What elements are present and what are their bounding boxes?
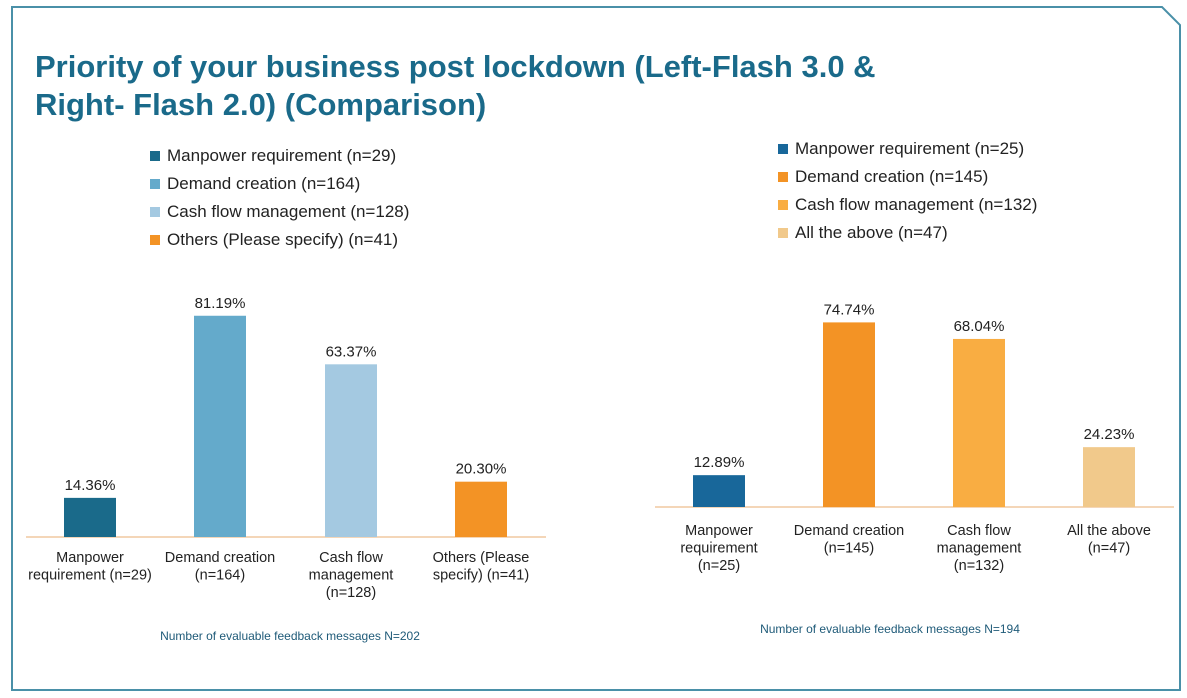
- legend-left: Manpower requirement (n=29) Demand creat…: [150, 142, 409, 254]
- data-label: 24.23%: [1084, 426, 1135, 443]
- category-label-line: (n=164): [195, 568, 245, 584]
- legend-swatch: [778, 200, 788, 210]
- legend-label: Cash flow management (n=132): [795, 195, 1038, 214]
- data-label: 74.74%: [824, 301, 875, 318]
- legend-swatch: [778, 144, 788, 154]
- page-title-line2: Right- Flash 2.0) (Comparison): [35, 87, 487, 122]
- category-label-line: requirement: [680, 541, 757, 557]
- legend-label: Demand creation (n=164): [167, 174, 361, 193]
- legend-swatch: [778, 172, 788, 182]
- bar: [953, 338, 1005, 507]
- category-label: Manpower requirement (n=29): [28, 550, 152, 584]
- category-label-line: Others (Please: [433, 550, 530, 566]
- category-label-line: Cash flow: [947, 523, 1011, 539]
- legend-swatch: [778, 228, 788, 238]
- data-label: 20.30%: [456, 461, 507, 478]
- legend-item: Others (Please specify) (n=41): [150, 226, 409, 254]
- bar: [1083, 447, 1135, 507]
- legend-item: All the above (n=47): [778, 219, 1037, 247]
- legend-right: Manpower requirement (n=25) Demand creat…: [778, 135, 1037, 247]
- bar: [455, 481, 507, 537]
- page-title: Priority of your business post lockdown …: [35, 48, 935, 124]
- category-label-line: management: [309, 568, 394, 584]
- legend-label: Demand creation (n=145): [795, 167, 989, 186]
- legend-item: Demand creation (n=145): [778, 163, 1037, 191]
- category-label-line: All the above: [1067, 523, 1151, 539]
- category-label: Demand creation (n=164): [165, 550, 275, 584]
- bar: [325, 364, 377, 537]
- data-label: 68.04%: [954, 318, 1005, 335]
- legend-label: Others (Please specify) (n=41): [167, 230, 399, 249]
- legend-label: Cash flow management (n=128): [167, 202, 410, 221]
- category-label-line: specify) (n=41): [433, 568, 529, 584]
- data-label: 81.19%: [195, 295, 246, 312]
- legend-item: Manpower requirement (n=25): [778, 135, 1037, 163]
- category-label: Cash flow management (n=132): [937, 523, 1022, 574]
- category-label: Demand creation (n=145): [794, 523, 904, 557]
- category-label-line: requirement (n=29): [28, 568, 152, 584]
- legend-item: Demand creation (n=164): [150, 170, 409, 198]
- category-label-line: Cash flow: [319, 550, 383, 566]
- legend-label: Manpower requirement (n=29): [167, 146, 397, 165]
- legend-label: All the above (n=47): [795, 223, 948, 242]
- legend-swatch: [150, 207, 160, 217]
- category-label: Manpower requirement (n=25): [680, 523, 757, 574]
- bar: [693, 475, 745, 507]
- legend-item: Manpower requirement (n=29): [150, 142, 409, 170]
- bar: [823, 322, 875, 507]
- data-label: 14.36%: [65, 477, 116, 494]
- category-label-line: (n=145): [824, 541, 874, 557]
- legend-label: Manpower requirement (n=25): [795, 139, 1025, 158]
- category-label-line: Demand creation: [794, 523, 904, 539]
- legend-swatch: [150, 179, 160, 189]
- category-label-line: Demand creation: [165, 550, 275, 566]
- data-label: 63.37%: [326, 343, 377, 360]
- page-title-line1: Priority of your business post lockdown …: [35, 49, 876, 84]
- legend-swatch: [150, 235, 160, 245]
- legend-item: Cash flow management (n=132): [778, 191, 1037, 219]
- category-label-line: (n=47): [1088, 541, 1130, 557]
- footnote-right: Number of evaluable feedback messages N=…: [760, 622, 1020, 636]
- category-label-line: Manpower: [685, 523, 753, 539]
- category-label-line: management: [937, 541, 1022, 557]
- frame-border: [11, 6, 1181, 691]
- category-label: Others (Please specify) (n=41): [433, 550, 530, 584]
- category-label: Cash flow management (n=128): [309, 550, 394, 601]
- legend-item: Cash flow management (n=128): [150, 198, 409, 226]
- footnote-left: Number of evaluable feedback messages N=…: [160, 629, 420, 643]
- category-label-line: (n=128): [326, 585, 376, 601]
- category-label-line: Manpower: [56, 550, 124, 566]
- category-label: All the above (n=47): [1067, 523, 1151, 557]
- bar: [194, 315, 246, 537]
- category-label-line: (n=25): [698, 558, 740, 574]
- bar: [64, 497, 116, 537]
- data-label: 12.89%: [694, 454, 745, 471]
- legend-swatch: [150, 151, 160, 161]
- category-label-line: (n=132): [954, 558, 1004, 574]
